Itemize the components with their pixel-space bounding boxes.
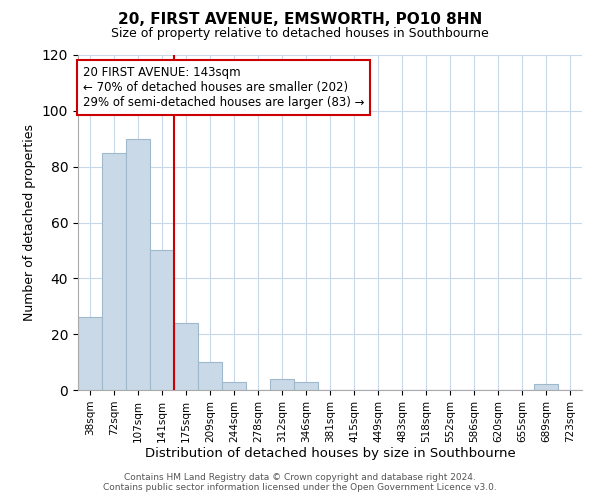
Bar — [174, 323, 198, 390]
Bar — [126, 138, 150, 390]
Text: 20, FIRST AVENUE, EMSWORTH, PO10 8HN: 20, FIRST AVENUE, EMSWORTH, PO10 8HN — [118, 12, 482, 28]
Bar — [198, 362, 222, 390]
Bar — [534, 384, 558, 390]
X-axis label: Distribution of detached houses by size in Southbourne: Distribution of detached houses by size … — [145, 448, 515, 460]
Y-axis label: Number of detached properties: Number of detached properties — [23, 124, 37, 321]
Text: 20 FIRST AVENUE: 143sqm
← 70% of detached houses are smaller (202)
29% of semi-d: 20 FIRST AVENUE: 143sqm ← 70% of detache… — [83, 66, 364, 109]
Bar — [150, 250, 174, 390]
Bar — [78, 318, 102, 390]
Bar — [222, 382, 246, 390]
Text: Contains HM Land Registry data © Crown copyright and database right 2024.
Contai: Contains HM Land Registry data © Crown c… — [103, 473, 497, 492]
Text: Size of property relative to detached houses in Southbourne: Size of property relative to detached ho… — [111, 28, 489, 40]
Bar — [270, 379, 294, 390]
Bar — [102, 152, 126, 390]
Bar — [294, 382, 318, 390]
